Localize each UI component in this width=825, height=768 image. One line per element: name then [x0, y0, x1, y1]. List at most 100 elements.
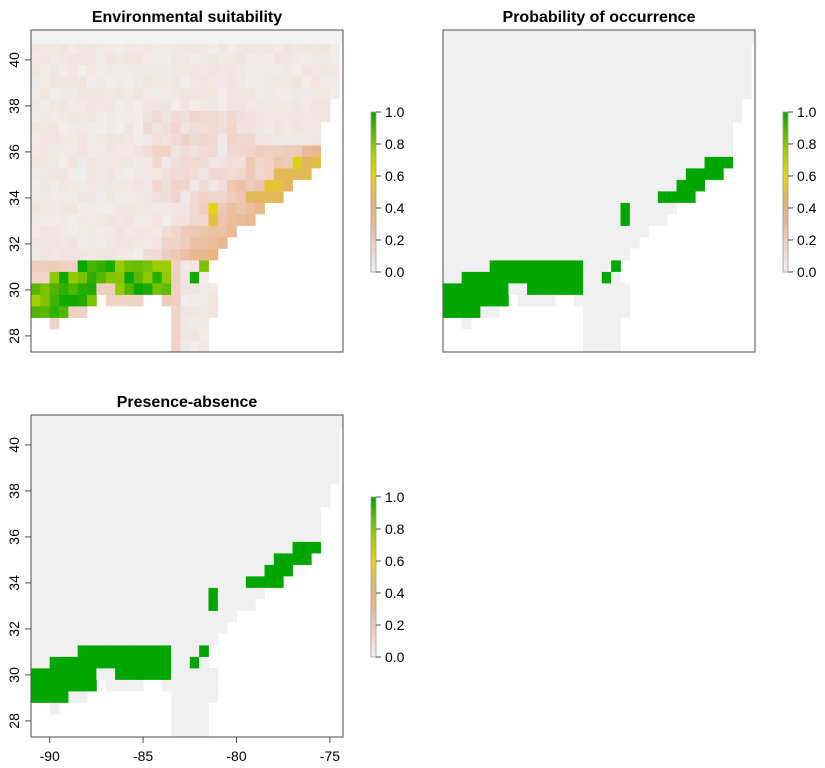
raster-cell: [133, 41, 144, 54]
raster-cell: [77, 179, 88, 192]
raster-cell: [189, 99, 200, 111]
legend-swatch: [783, 168, 788, 173]
raster-cell: [601, 87, 612, 100]
raster-cell: [87, 472, 97, 485]
raster-cell: [245, 553, 256, 565]
raster-cell: [452, 225, 463, 238]
raster-cell: [68, 610, 79, 623]
raster-cell: [208, 145, 219, 157]
raster-cell: [49, 110, 60, 123]
raster-cell: [189, 329, 200, 341]
raster-cell: [133, 237, 144, 249]
y-tick-label: 28: [6, 328, 22, 344]
raster-cell: [152, 530, 163, 542]
raster-cell: [143, 438, 153, 450]
raster-cell: [96, 156, 107, 169]
raster-cell: [536, 110, 547, 123]
raster-cell: [564, 156, 575, 169]
raster-cell: [499, 41, 509, 54]
raster-cell: [583, 214, 593, 226]
raster-cell: [236, 426, 247, 439]
raster-cell: [611, 214, 621, 226]
raster-cell: [301, 495, 312, 508]
y-tick-label: 30: [6, 282, 22, 298]
raster-cell: [208, 133, 219, 146]
raster-cell: [517, 156, 528, 169]
raster-cell: [152, 179, 163, 192]
raster-cell: [133, 145, 144, 157]
y-tick-label: 30: [6, 667, 22, 683]
raster-cell: [517, 271, 528, 284]
raster-cell: [31, 426, 41, 439]
raster-cell: [667, 76, 677, 88]
raster-cell: [59, 610, 69, 623]
raster-cell: [648, 41, 659, 54]
raster-cell: [471, 110, 481, 123]
raster-cell: [536, 156, 547, 169]
raster-cell: [508, 64, 519, 77]
raster-cell: [143, 64, 153, 77]
raster-cell: [199, 518, 209, 531]
raster-cell: [189, 306, 200, 318]
raster-cell: [620, 214, 631, 226]
raster-cell: [189, 145, 200, 157]
raster-cell: [77, 472, 88, 485]
raster-cell: [199, 294, 209, 307]
raster-cell: [180, 576, 191, 588]
raster-cell: [601, 317, 612, 330]
raster-cell: [573, 260, 584, 272]
raster-cell: [124, 260, 135, 272]
raster-cell: [508, 271, 519, 284]
raster-cell: [189, 495, 200, 508]
raster-cell: [217, 191, 228, 203]
raster-cell: [77, 668, 88, 680]
raster-cell: [508, 41, 519, 54]
raster-cell: [620, 191, 631, 203]
raster-cell: [245, 53, 256, 65]
raster-cell: [301, 484, 312, 496]
raster-cell: [255, 495, 265, 508]
raster-cell: [320, 64, 331, 77]
raster-cell: [555, 202, 565, 215]
raster-cell: [115, 622, 125, 634]
raster-cell: [96, 191, 107, 203]
raster-cell: [480, 306, 491, 318]
raster-cell: [527, 214, 537, 226]
raster-cell: [508, 283, 519, 295]
raster-cell: [545, 64, 556, 77]
raster-cell: [208, 587, 219, 600]
raster-cell: [133, 507, 144, 519]
raster-cell: [161, 622, 172, 634]
raster-cell: [189, 472, 200, 485]
raster-cell: [489, 202, 500, 215]
raster-cell: [499, 260, 509, 272]
raster-cell: [68, 122, 79, 134]
raster-cell: [59, 541, 69, 554]
raster-cell: [592, 53, 603, 65]
legend-swatch: [783, 256, 788, 261]
raster-cell: [124, 133, 135, 146]
raster-cell: [489, 145, 500, 157]
raster-cell: [217, 553, 228, 565]
raster-cell: [471, 271, 481, 284]
raster-cell: [245, 507, 256, 519]
legend-swatch: [783, 188, 788, 193]
raster-cell: [685, 76, 696, 88]
raster-cell: [68, 237, 79, 249]
raster-cell: [189, 599, 200, 611]
raster-cell: [152, 237, 163, 249]
raster-cell: [273, 87, 284, 100]
legend-swatch: [371, 164, 376, 169]
raster-cell: [199, 329, 209, 341]
raster-cell: [180, 294, 191, 307]
raster-cell: [161, 133, 172, 146]
raster-cell: [171, 449, 181, 462]
raster-cell: [31, 472, 41, 485]
raster-cell: [320, 426, 331, 439]
raster-cell: [489, 41, 500, 54]
raster-cell: [292, 99, 303, 111]
raster-cell: [620, 122, 631, 134]
raster-cell: [723, 99, 733, 111]
raster-cell: [87, 622, 97, 634]
legend-swatch: [371, 140, 376, 145]
